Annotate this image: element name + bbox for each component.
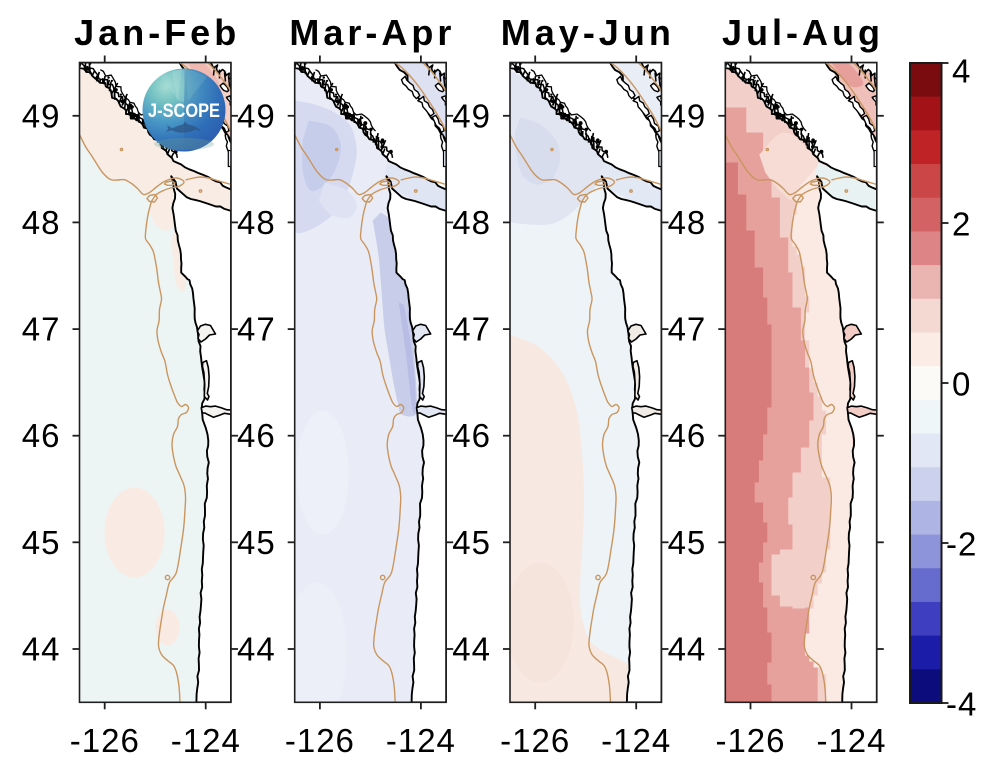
- svg-text:44: 44: [668, 631, 707, 668]
- svg-text:4: 4: [952, 53, 971, 90]
- svg-text:May-Jun: May-Jun: [501, 12, 675, 53]
- svg-text:49: 49: [668, 97, 707, 134]
- svg-text:44: 44: [452, 631, 491, 668]
- svg-text:47: 47: [452, 311, 491, 348]
- svg-text:-126: -126: [500, 722, 570, 759]
- svg-text:49: 49: [237, 97, 276, 134]
- svg-text:0: 0: [952, 366, 971, 403]
- svg-text:-124: -124: [386, 722, 456, 759]
- svg-text:2: 2: [952, 206, 971, 243]
- svg-text:46: 46: [22, 417, 61, 454]
- svg-text:-126: -126: [285, 722, 355, 759]
- svg-text:-4: -4: [946, 686, 977, 723]
- svg-text:44: 44: [237, 631, 276, 668]
- svg-text:46: 46: [668, 417, 707, 454]
- svg-text:45: 45: [237, 524, 276, 561]
- svg-text:Jul-Aug: Jul-Aug: [722, 12, 884, 53]
- svg-text:45: 45: [668, 524, 707, 561]
- svg-text:J-SCOPE: J-SCOPE: [148, 101, 220, 122]
- svg-text:-126: -126: [70, 722, 140, 759]
- svg-text:Jan-Feb: Jan-Feb: [74, 12, 240, 53]
- svg-text:47: 47: [237, 311, 276, 348]
- svg-text:45: 45: [22, 524, 61, 561]
- svg-text:47: 47: [668, 311, 707, 348]
- svg-text:48: 48: [668, 204, 707, 241]
- svg-text:-124: -124: [816, 722, 886, 759]
- svg-text:-124: -124: [601, 722, 671, 759]
- svg-text:44: 44: [22, 631, 61, 668]
- svg-text:49: 49: [452, 97, 491, 134]
- svg-text:48: 48: [237, 204, 276, 241]
- svg-text:46: 46: [237, 417, 276, 454]
- svg-text:48: 48: [22, 204, 61, 241]
- svg-text:45: 45: [452, 524, 491, 561]
- svg-text:47: 47: [22, 311, 61, 348]
- svg-text:48: 48: [452, 204, 491, 241]
- svg-text:-126: -126: [715, 722, 785, 759]
- svg-text:49: 49: [22, 97, 61, 134]
- svg-text:46: 46: [452, 417, 491, 454]
- svg-text:-2: -2: [946, 526, 977, 563]
- svg-text:-124: -124: [171, 722, 241, 759]
- svg-text:Mar-Apr: Mar-Apr: [289, 12, 455, 53]
